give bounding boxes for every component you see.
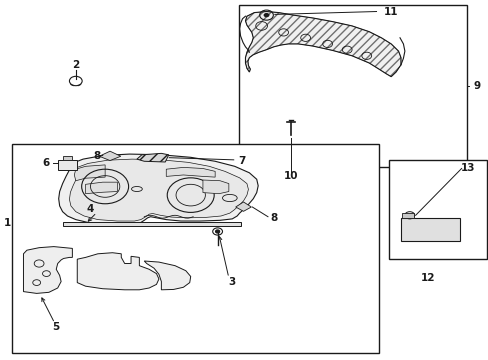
- Polygon shape: [85, 182, 117, 194]
- Text: 13: 13: [460, 163, 475, 174]
- Polygon shape: [144, 261, 190, 290]
- Polygon shape: [99, 151, 121, 161]
- Text: 10: 10: [283, 171, 298, 181]
- Bar: [62, 222, 241, 226]
- Bar: [400, 218, 459, 241]
- Text: 11: 11: [383, 6, 398, 17]
- Polygon shape: [203, 180, 228, 194]
- Bar: [12, 144, 378, 353]
- Polygon shape: [77, 253, 159, 290]
- Text: 2: 2: [72, 60, 79, 70]
- Bar: [58, 160, 77, 170]
- Circle shape: [215, 230, 219, 233]
- Circle shape: [263, 13, 269, 17]
- Polygon shape: [166, 167, 215, 177]
- Polygon shape: [69, 159, 248, 221]
- Text: 5: 5: [53, 322, 60, 332]
- Text: 3: 3: [228, 276, 235, 287]
- Bar: [401, 213, 413, 218]
- Bar: [238, 5, 466, 167]
- Polygon shape: [74, 165, 105, 181]
- Text: 9: 9: [472, 81, 479, 91]
- Polygon shape: [23, 247, 72, 293]
- Text: 8: 8: [270, 213, 277, 223]
- Bar: [388, 160, 486, 259]
- Polygon shape: [59, 154, 258, 224]
- Text: 6: 6: [43, 158, 50, 168]
- Polygon shape: [235, 202, 251, 211]
- Text: 4: 4: [86, 204, 94, 214]
- Text: 1: 1: [4, 218, 11, 228]
- Text: 8: 8: [93, 150, 100, 161]
- Polygon shape: [137, 153, 168, 162]
- Text: 12: 12: [420, 273, 434, 283]
- Polygon shape: [245, 12, 400, 77]
- Bar: [62, 156, 72, 160]
- Text: 7: 7: [238, 156, 245, 166]
